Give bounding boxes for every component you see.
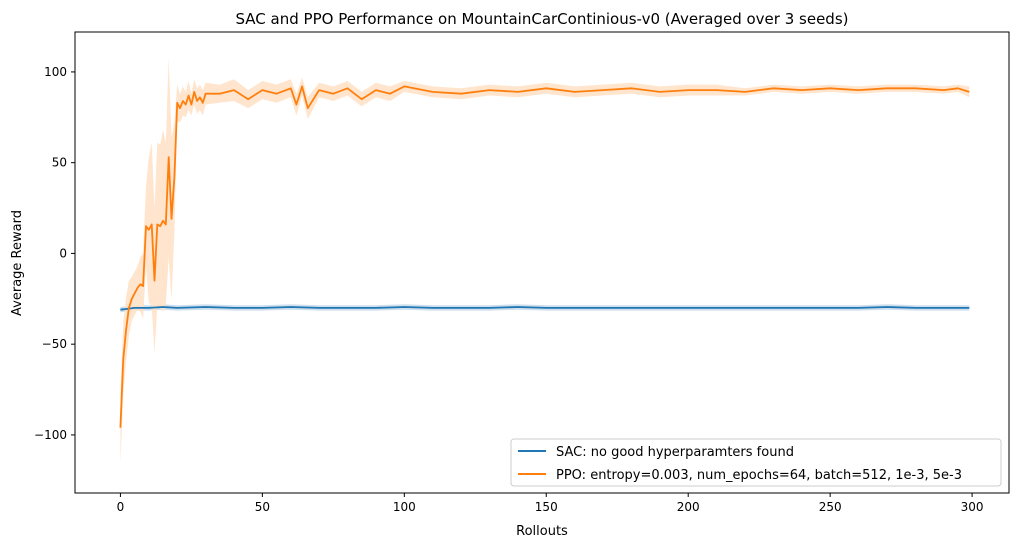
x-tick-label: 0 [117, 500, 125, 514]
plot-frame [74, 31, 1010, 494]
series-line-sac [120, 306, 970, 311]
x-tick-label: 300 [961, 500, 984, 514]
x-tick-label: 50 [255, 500, 270, 514]
x-tick-label: 100 [393, 500, 416, 514]
y-tick-label: 0 [59, 246, 67, 260]
legend-label-sac: SAC: no good hyperparamters found [556, 445, 794, 460]
x-tick-label: 250 [819, 500, 842, 514]
y-tick-label: −100 [34, 428, 67, 442]
legend-box [510, 438, 1002, 487]
x-axis-label: Rollouts [516, 524, 568, 539]
x-tick-label: 150 [535, 500, 558, 514]
chart-title: SAC and PPO Performance on MountainCarCo… [236, 10, 849, 28]
series-line-ppo [119, 85, 970, 428]
y-tick-label: 100 [44, 65, 67, 79]
y-tick-label: 50 [52, 156, 67, 170]
x-tick-label: 200 [677, 500, 700, 514]
plot-area [119, 57, 970, 465]
legend: SAC: no good hyperparamters found PPO: e… [510, 438, 1002, 487]
series-band-ppo [120, 57, 970, 465]
legend-label-ppo: PPO: entropy=0.003, num_epochs=64, batch… [556, 468, 962, 483]
y-tick-label: −50 [42, 337, 67, 351]
axes: 0 50 100 150 200 250 300 −100 −50 0 50 100 [34, 65, 984, 514]
y-axis-label: Average Reward [10, 210, 25, 316]
